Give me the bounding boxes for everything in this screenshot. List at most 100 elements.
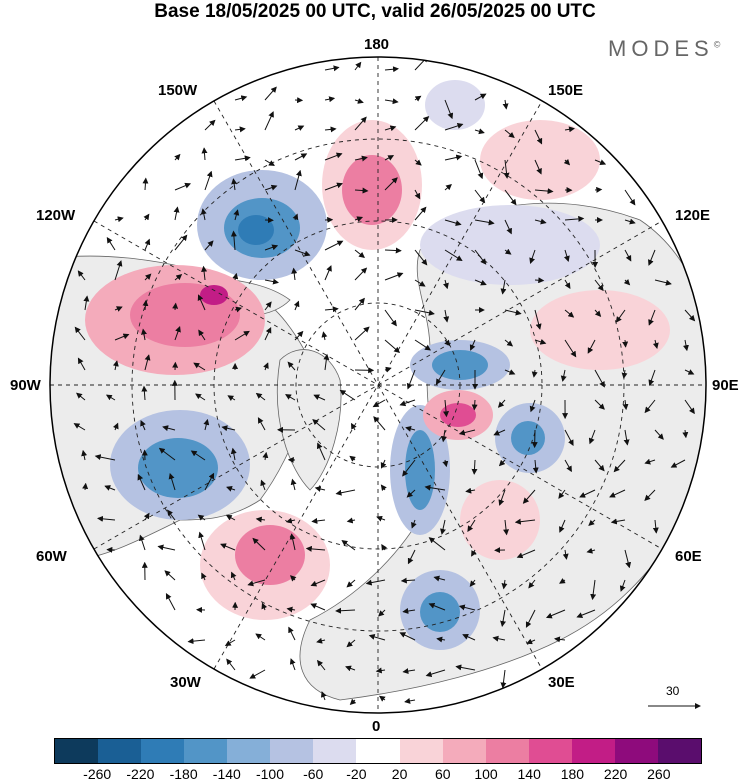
anomaly-neg-7	[420, 205, 600, 285]
wind-arrow	[204, 119, 216, 131]
anomaly-neg-1-peak	[238, 215, 274, 245]
wind-arrow	[380, 484, 387, 492]
wind-arrow	[564, 126, 575, 133]
wind-arrow	[264, 86, 277, 101]
wind-arrow	[252, 537, 266, 551]
wind-arrow	[247, 579, 266, 587]
wind-arrow	[623, 429, 630, 446]
wind-arrow	[345, 665, 356, 672]
wind-arrow	[204, 472, 215, 491]
wind-arrow	[503, 519, 510, 536]
wind-arrow	[144, 273, 152, 281]
wind-arrow	[97, 515, 116, 522]
wind-arrow	[534, 277, 545, 284]
wind-arrow	[594, 159, 607, 166]
wind-arrow	[644, 399, 656, 414]
wind-arrow	[381, 544, 387, 551]
wind-arrow	[652, 519, 659, 534]
wind-arrow	[563, 249, 570, 262]
wind-arrow	[287, 361, 296, 371]
wind-arrow	[500, 609, 507, 627]
wind-arrow	[255, 392, 266, 401]
wind-arrow	[384, 66, 399, 73]
wind-arrow	[349, 455, 356, 462]
wind-arrow	[230, 447, 237, 461]
wind-arrow	[654, 429, 664, 440]
wind-arrow	[648, 309, 656, 326]
wind-arrow	[564, 339, 577, 358]
wind-arrow	[264, 278, 279, 285]
wind-arrow	[534, 218, 547, 225]
wind-arrow	[534, 309, 542, 330]
wind-arrow	[500, 279, 507, 295]
wind-arrow	[444, 219, 462, 227]
wind-arrow	[564, 215, 585, 222]
wind-arrow	[433, 575, 446, 582]
wind-arrow	[174, 234, 188, 251]
anomaly-neg-2-core	[138, 438, 218, 498]
wind-arrow	[104, 485, 116, 491]
lon-label-120e: 120E	[675, 207, 711, 224]
wind-arrow	[221, 425, 236, 432]
wind-arrow	[311, 517, 326, 524]
wind-arrow	[197, 514, 206, 521]
wind-arrow	[534, 129, 543, 145]
wind-arrow	[197, 294, 206, 311]
wind-arrow	[230, 571, 237, 581]
wind-arrow	[504, 129, 515, 139]
wind-arrow	[622, 399, 629, 411]
wind-arrow	[471, 459, 478, 475]
wind-arrow	[455, 664, 476, 671]
wind-arrow	[112, 422, 119, 431]
brand-name: MODES	[608, 36, 714, 61]
wind-arrow	[174, 153, 181, 161]
wind-arrow	[143, 213, 150, 221]
wind-arrow	[624, 249, 632, 262]
anomaly-pos-4-core	[440, 403, 476, 427]
wind-arrow	[623, 278, 631, 286]
wind-arrow	[402, 608, 416, 614]
wind-arrow	[414, 279, 426, 287]
wind-arrow	[233, 209, 240, 221]
wind-arrow	[399, 399, 416, 407]
wind-arrow	[531, 369, 538, 378]
colorbar-swatch	[98, 739, 142, 763]
wind-arrow	[471, 549, 477, 557]
wind-arrow	[354, 216, 364, 222]
wind-arrow	[474, 159, 484, 180]
colorbar	[54, 738, 702, 764]
wind-arrow	[559, 519, 566, 533]
wind-arrow	[316, 637, 326, 644]
wind-arrow	[564, 279, 571, 289]
anomaly-pos-5	[530, 290, 670, 370]
wind-arrow	[310, 603, 326, 611]
wind-arrow	[406, 489, 416, 498]
wind-arrow	[112, 360, 119, 371]
wind-arrow	[444, 154, 463, 161]
colorbar-tick-label: 20	[391, 766, 408, 782]
wind-arrow	[414, 309, 435, 316]
wind-arrow	[613, 459, 626, 473]
wind-arrow	[141, 328, 147, 341]
wind-arrow	[564, 309, 575, 318]
anomaly-pos-1-core	[342, 155, 402, 225]
lon-label-0: 0	[372, 718, 381, 735]
wind-arrow	[504, 339, 514, 347]
wind-arrow	[285, 517, 296, 524]
wind-arrow	[442, 459, 449, 468]
wind-arrow	[365, 579, 386, 586]
wind-arrow	[526, 638, 536, 645]
wind-arrow	[264, 184, 278, 191]
wind-arrow	[411, 519, 417, 529]
wind-arrow	[458, 604, 476, 611]
wind-arrow	[560, 369, 567, 382]
wind-arrow	[444, 122, 464, 131]
wind-arrow	[82, 482, 89, 491]
wind-arrow	[435, 369, 446, 385]
wind-arrow	[384, 98, 399, 105]
wind-arrow	[436, 636, 446, 643]
wind-arrow	[670, 459, 686, 468]
wind-arrow	[424, 484, 446, 491]
wind-arrow	[402, 668, 416, 674]
lon-label-60w: 60W	[36, 548, 67, 565]
